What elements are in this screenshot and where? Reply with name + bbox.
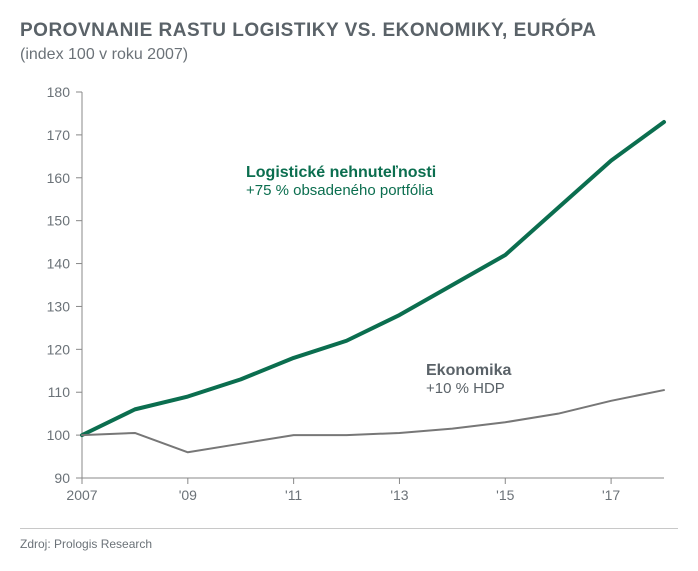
line-chart: 90 100 110 120 130 140 150 160 170 180 2007 '09 '11 '… (20, 82, 678, 512)
logistics-annot-subtitle: +75 % obsadeného portfólia (246, 182, 436, 199)
y-tick-label: 150 (47, 213, 71, 229)
y-tick-label: 130 (47, 298, 71, 314)
chart-subtitle: (index 100 v roku 2007) (20, 46, 678, 64)
economy-annot-subtitle: +10 % HDP (426, 380, 511, 397)
x-tick-label: '17 (602, 487, 620, 503)
y-tick-label: 110 (48, 384, 71, 400)
logistics-annot-title: Logistické nehnuteľnosti (246, 164, 436, 182)
x-tick-label: '13 (390, 487, 408, 503)
chart-source: Zdroj: Prologis Research (20, 528, 678, 551)
y-tick-label: 90 (54, 470, 70, 486)
economy-annot-title: Ekonomika (426, 362, 511, 380)
x-tick-label: '11 (285, 487, 302, 503)
x-tick-label: '09 (179, 487, 197, 503)
y-tick-label: 160 (47, 170, 71, 186)
y-tick-label: 120 (47, 341, 71, 357)
chart-title: POROVNANIE RASTU LOGISTIKY VS. EKONOMIKY… (20, 20, 678, 42)
y-tick-label: 180 (47, 84, 71, 100)
x-tick-label: 2007 (66, 487, 97, 503)
y-tick-label: 140 (47, 256, 71, 272)
logistics-annot: Logistické nehnuteľnosti+75 % obsadeného… (246, 164, 436, 199)
economy-annot: Ekonomika+10 % HDP (426, 362, 511, 397)
chart-container: 90 100 110 120 130 140 150 160 170 180 2007 '09 '11 '… (20, 82, 678, 512)
x-tick-label: '15 (496, 487, 514, 503)
y-tick-label: 100 (47, 427, 71, 443)
y-tick-label: 170 (47, 127, 71, 143)
